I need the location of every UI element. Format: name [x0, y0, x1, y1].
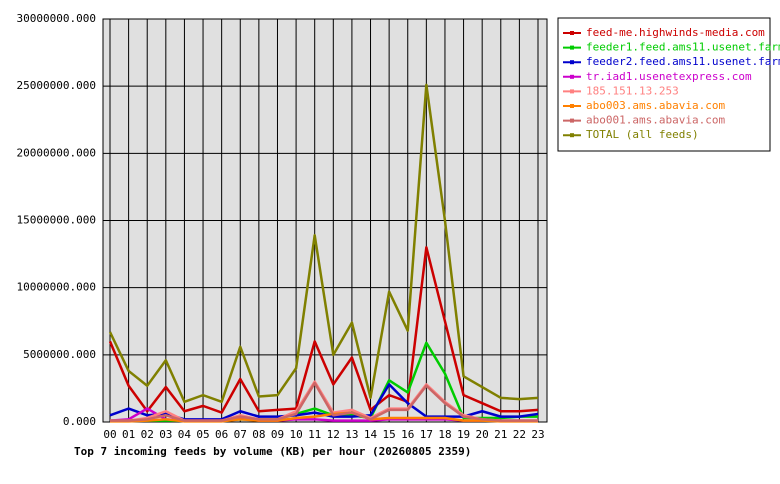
- legend-label: TOTAL (all feeds): [586, 128, 699, 141]
- legend-box: [557, 17, 771, 152]
- x-tick-label: 13: [345, 428, 358, 441]
- x-tick-label: 09: [271, 428, 284, 441]
- x-tick-label: 06: [215, 428, 228, 441]
- legend-marker: [570, 104, 574, 108]
- legend-label: feeder2.feed.ams11.usenet.farm: [586, 55, 780, 68]
- y-tick-label: 25000000.000: [17, 79, 96, 92]
- x-tick-label: 01: [122, 428, 135, 441]
- legend-marker: [570, 133, 574, 138]
- y-tick-label: 10000000.000: [17, 281, 96, 294]
- legend-marker: [570, 45, 574, 50]
- legend-marker: [570, 118, 574, 123]
- legend-marker: [570, 31, 574, 35]
- x-tick-label: 07: [234, 428, 247, 441]
- x-tick-label: 22: [513, 428, 526, 441]
- legend-label: abo003.ams.abavia.com: [586, 99, 725, 112]
- legend-label: abo001.ams.abavia.com: [586, 114, 725, 127]
- x-tick-label: 16: [401, 428, 414, 441]
- chart-title: Top 7 incoming feeds by volume (KB) per …: [74, 445, 471, 458]
- legend-marker: [570, 60, 574, 65]
- legend-marker: [570, 89, 574, 94]
- x-tick-label: 02: [141, 428, 154, 441]
- x-tick-label: 00: [103, 428, 116, 441]
- x-tick-label: 20: [476, 428, 489, 441]
- series-line: [108, 246, 539, 414]
- x-tick-label: 05: [196, 428, 209, 441]
- x-tick-label: 08: [252, 428, 265, 441]
- series-line: [108, 83, 539, 404]
- legend-label: tr.iad1.usenetexpress.com: [586, 70, 752, 83]
- y-tick-label: 30000000.000: [17, 12, 96, 25]
- y-tick-label: 15000000.000: [17, 214, 96, 227]
- legend-label: feeder1.feed.ams11.usenet.farm: [586, 41, 780, 54]
- x-tick-label: 19: [457, 428, 470, 441]
- x-tick-label: 04: [178, 428, 192, 441]
- y-tick-label: 0.000: [63, 415, 96, 428]
- x-tick-label: 11: [308, 428, 321, 441]
- x-tick-label: 21: [494, 428, 507, 441]
- y-tick-label: 20000000.000: [17, 146, 96, 159]
- x-tick-label: 17: [420, 428, 433, 441]
- series-line: [110, 381, 538, 422]
- legend-marker: [570, 74, 574, 79]
- x-tick-label: 10: [289, 428, 302, 441]
- legend-label: 185.151.13.253: [586, 84, 679, 97]
- x-tick-label: 12: [327, 428, 340, 441]
- x-tick-label: 23: [531, 428, 544, 441]
- x-tick-label: 15: [383, 428, 396, 441]
- x-tick-label: 14: [364, 428, 378, 441]
- y-tick-label: 5000000.000: [23, 348, 96, 361]
- x-tick-label: 18: [438, 428, 451, 441]
- legend-label: feed-me.highwinds-media.com: [586, 26, 765, 39]
- x-tick-label: 03: [159, 428, 172, 441]
